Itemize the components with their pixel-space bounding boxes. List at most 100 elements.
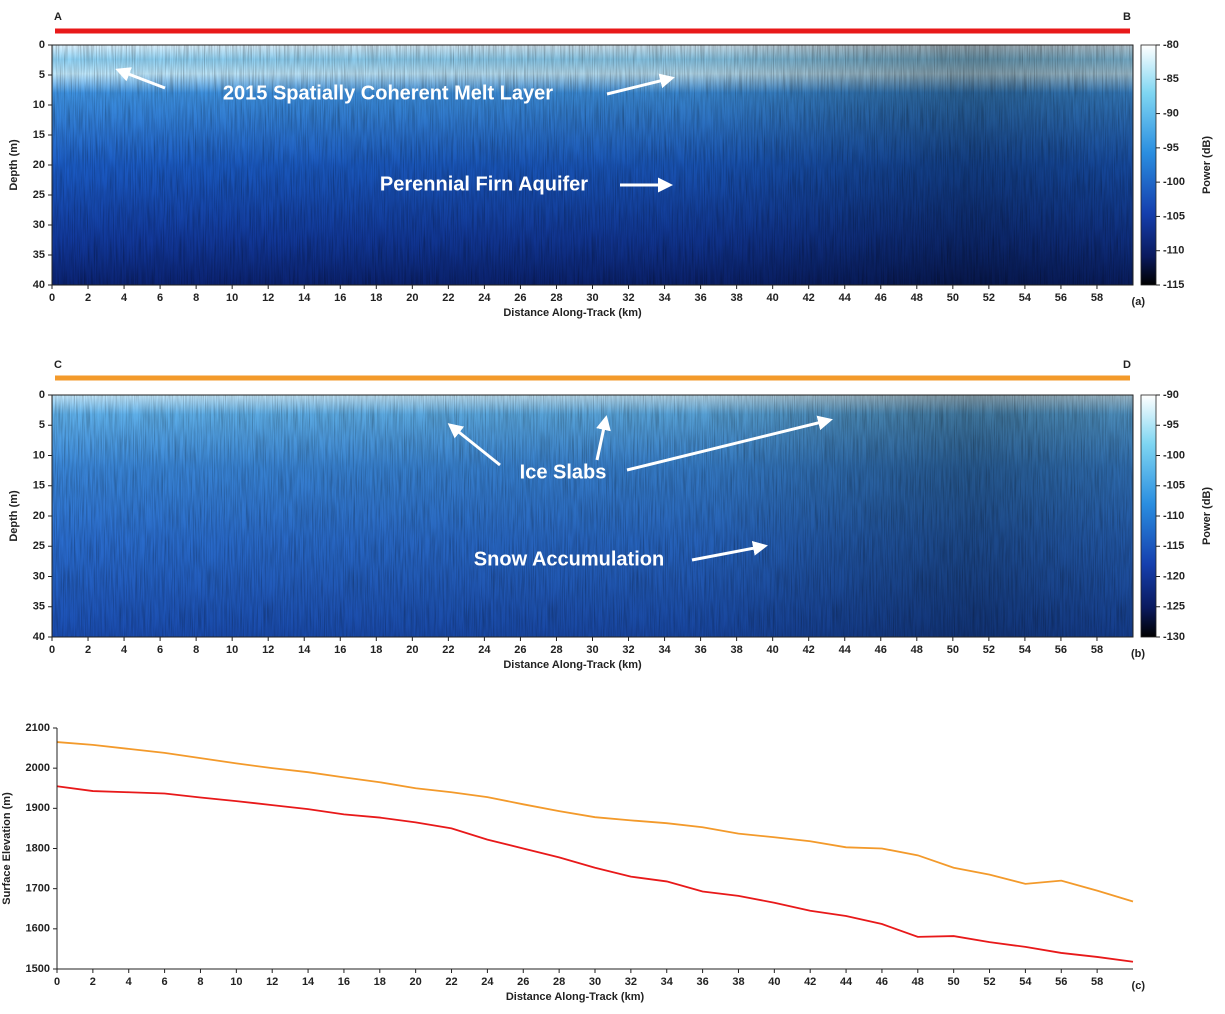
x-tick-label: 30 xyxy=(586,292,598,304)
profile-start-label: A xyxy=(54,11,62,23)
x-tick-label: 12 xyxy=(266,976,278,988)
y-tick-label: 15 xyxy=(33,129,45,141)
colorbar-tick-label: -90 xyxy=(1163,107,1179,119)
profile-end-label: B xyxy=(1123,11,1131,23)
y-axis-label: Depth (m) xyxy=(8,139,20,191)
y-axis-label: Surface Elevation (m) xyxy=(1,792,13,905)
colorbar-tick-label: -120 xyxy=(1163,570,1185,582)
y-tick-label: 10 xyxy=(33,449,45,461)
y-tick-label: 2100 xyxy=(26,722,50,734)
y-tick-label: 40 xyxy=(33,279,45,291)
x-tick-label: 36 xyxy=(694,644,706,656)
annotation: Snow Accumulation xyxy=(474,548,664,570)
x-tick-label: 2 xyxy=(90,976,96,988)
x-tick-label: 42 xyxy=(804,976,816,988)
x-tick-label: 44 xyxy=(839,292,852,304)
x-tick-label: 10 xyxy=(230,976,242,988)
annotation-arrow xyxy=(606,73,675,96)
x-tick-label: 50 xyxy=(947,292,959,304)
radargram-texture xyxy=(52,45,1133,285)
x-tick-label: 20 xyxy=(406,292,418,304)
x-tick-label: 54 xyxy=(1019,976,1032,988)
colorbar-tick-label: -105 xyxy=(1163,480,1185,492)
x-tick-label: 6 xyxy=(162,976,168,988)
panel-label: (b) xyxy=(1131,648,1145,660)
x-tick-label: 40 xyxy=(767,644,779,656)
x-tick-label: 36 xyxy=(696,976,708,988)
colorbar-tick-label: -115 xyxy=(1163,279,1184,291)
x-tick-label: 40 xyxy=(768,976,780,988)
x-tick-label: 38 xyxy=(732,976,744,988)
y-tick-label: 25 xyxy=(33,189,45,201)
y-tick-label: 1800 xyxy=(26,842,50,854)
x-tick-label: 8 xyxy=(193,292,199,304)
x-tick-label: 20 xyxy=(406,644,418,656)
x-tick-label: 6 xyxy=(157,292,163,304)
annotation: Ice Slabs xyxy=(520,461,607,483)
annotation: 2015 Spatially Coherent Melt Layer xyxy=(223,82,553,104)
x-tick-label: 50 xyxy=(947,644,959,656)
y-tick-label: 1600 xyxy=(26,923,50,935)
colorbar-tick-label: -95 xyxy=(1163,142,1179,154)
x-tick-label: 12 xyxy=(262,292,274,304)
x-tick-label: 50 xyxy=(948,976,960,988)
colorbar-tick-label: -125 xyxy=(1163,601,1185,613)
x-tick-label: 46 xyxy=(876,976,888,988)
colorbar-tick-label: -100 xyxy=(1163,449,1185,461)
x-tick-label: 54 xyxy=(1019,644,1032,656)
x-tick-label: 8 xyxy=(193,644,199,656)
y-tick-label: 0 xyxy=(39,389,45,401)
x-tick-label: 58 xyxy=(1091,292,1103,304)
x-tick-label: 42 xyxy=(803,292,815,304)
annotation-arrow xyxy=(691,540,768,562)
x-tick-label: 18 xyxy=(370,292,382,304)
x-tick-label: 24 xyxy=(481,976,494,988)
x-tick-label: 28 xyxy=(550,644,562,656)
y-tick-label: 30 xyxy=(33,219,45,231)
colorbar-label: Power (dB) xyxy=(1201,136,1213,194)
x-tick-label: 54 xyxy=(1019,292,1032,304)
y-tick-label: 1700 xyxy=(26,883,50,895)
y-tick-label: 35 xyxy=(33,249,45,261)
y-tick-label: 25 xyxy=(33,540,45,552)
x-tick-label: 20 xyxy=(410,976,422,988)
x-tick-label: 0 xyxy=(49,644,55,656)
colorbar-tick-label: -90 xyxy=(1163,389,1179,401)
annotation-arrow xyxy=(626,415,833,472)
x-tick-label: 2 xyxy=(85,292,91,304)
x-tick-label: 48 xyxy=(912,976,924,988)
x-tick-label: 4 xyxy=(121,644,128,656)
x-tick-label: 26 xyxy=(514,292,526,304)
x-tick-label: 30 xyxy=(586,644,598,656)
x-tick-label: 36 xyxy=(694,292,706,304)
x-tick-label: 14 xyxy=(298,644,311,656)
x-tick-label: 0 xyxy=(49,292,55,304)
colorbar xyxy=(1140,394,1157,638)
colorbar-tick-label: -110 xyxy=(1163,510,1184,522)
x-tick-label: 26 xyxy=(517,976,529,988)
x-tick-label: 34 xyxy=(658,292,671,304)
y-tick-label: 0 xyxy=(39,39,45,51)
colorbar-tick-label: -105 xyxy=(1163,210,1185,222)
y-tick-label: 1900 xyxy=(26,802,50,814)
y-tick-label: 20 xyxy=(33,159,45,171)
x-tick-label: 40 xyxy=(767,292,779,304)
x-tick-label: 52 xyxy=(983,644,995,656)
colorbar-tick-label: -110 xyxy=(1163,245,1184,257)
x-tick-label: 38 xyxy=(731,292,743,304)
x-tick-label: 16 xyxy=(334,644,346,656)
colorbar xyxy=(1140,44,1157,286)
x-tick-label: 56 xyxy=(1055,292,1067,304)
x-tick-label: 44 xyxy=(839,644,852,656)
x-tick-label: 22 xyxy=(445,976,457,988)
annotation: Perennial Firn Aquifer xyxy=(380,173,588,195)
plot-frame xyxy=(57,728,1133,969)
x-tick-label: 4 xyxy=(121,292,128,304)
y-tick-label: 5 xyxy=(39,419,45,431)
annotation-arrow xyxy=(595,415,611,461)
y-tick-label: 40 xyxy=(33,631,45,643)
x-tick-label: 32 xyxy=(622,292,634,304)
x-tick-label: 34 xyxy=(661,976,674,988)
x-tick-label: 38 xyxy=(731,644,743,656)
x-tick-label: 46 xyxy=(875,644,887,656)
